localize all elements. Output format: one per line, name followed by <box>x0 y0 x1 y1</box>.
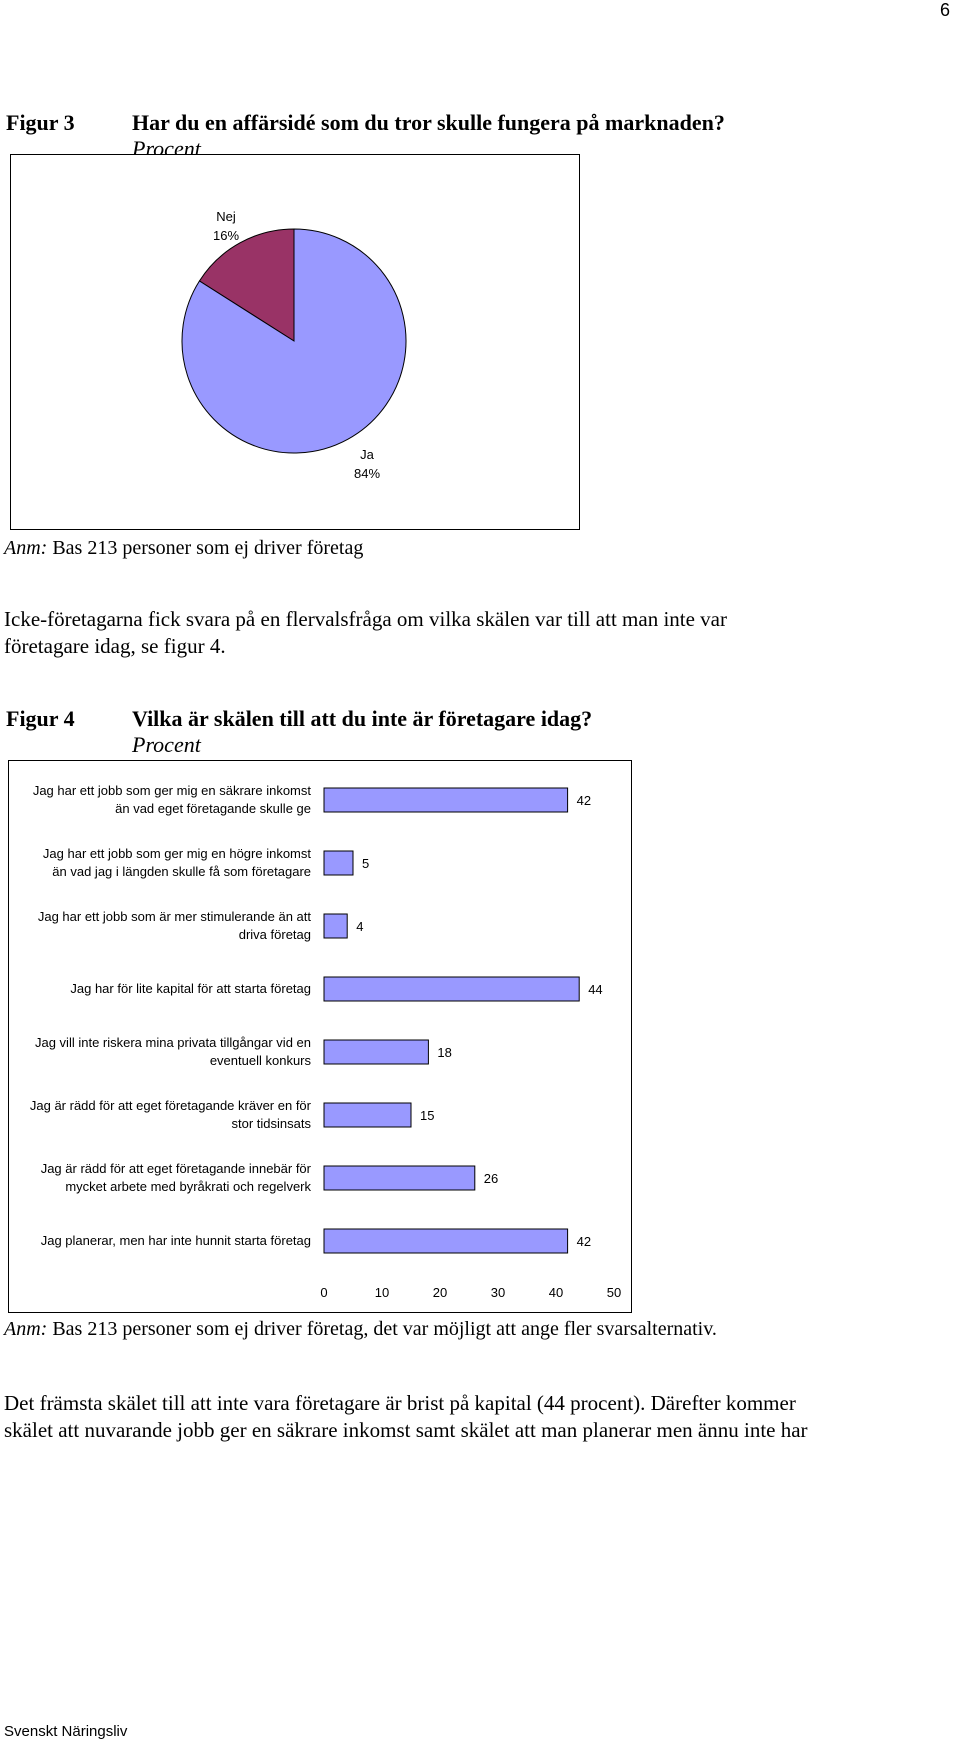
pie-label-nej-name: Nej <box>216 209 236 224</box>
pie-label-ja-value: 84% <box>353 466 381 481</box>
bar-value-label: 5 <box>362 856 369 871</box>
bar-category-label: Jag är rädd för att eget företagande krä… <box>30 1098 312 1131</box>
bar-category-label: Jag har för lite kapital för att starta … <box>70 981 311 996</box>
pie-slice-ja <box>181 228 407 454</box>
bar-category-label: Jag har ett jobb som ger mig en säkrare … <box>33 783 312 816</box>
bar <box>323 1102 412 1128</box>
x-tick-label: 40 <box>549 1285 563 1300</box>
bar <box>323 976 580 1002</box>
bar <box>323 1039 429 1065</box>
pie-chart <box>181 228 407 454</box>
pie-chart-frame: Nej 16% Ja 84% <box>10 154 580 530</box>
bar-category-label: Jag har ett jobb som är mer stimulerande… <box>38 909 312 942</box>
figure3-note-text: Bas 213 personer som ej driver företag <box>47 537 364 559</box>
bar <box>323 913 348 939</box>
bar-chart: Jag har ett jobb som ger mig en säkrare … <box>30 783 621 1300</box>
bar-category-label: Jag planerar, men har inte hunnit starta… <box>41 1233 311 1248</box>
pie-label-ja: Ja 84% <box>347 445 387 483</box>
x-tick-label: 30 <box>491 1285 505 1300</box>
bar-category-label: Jag har ett jobb som ger mig en högre in… <box>43 846 311 879</box>
bar <box>323 1165 476 1191</box>
bar <box>323 850 354 876</box>
figure3-title: Har du en affärsidé som du tror skulle f… <box>132 110 725 135</box>
figure3-note: Anm: Bas 213 personer som ej driver före… <box>4 537 363 560</box>
bar-chart-frame: Jag har ett jobb som ger mig en säkrare … <box>8 760 632 1313</box>
figure4-title: Vilka är skälen till att du inte är före… <box>132 706 593 731</box>
x-tick-label: 20 <box>433 1285 447 1300</box>
figure4-subtitle: Procent <box>132 732 201 757</box>
figure4-note: Anm: Bas 213 personer som ej driver före… <box>4 1318 717 1341</box>
bar-value-label: 18 <box>437 1045 451 1060</box>
x-tick-label: 50 <box>607 1285 621 1300</box>
paragraph-2: Det främsta skälet till att inte vara fö… <box>4 1391 808 1442</box>
figure3-note-prefix: Anm: <box>4 537 48 559</box>
pie-label-ja-name: Ja <box>360 447 374 462</box>
pie-slice-nej <box>198 228 295 342</box>
page-number: 6 <box>939 0 950 20</box>
x-tick-label: 0 <box>320 1285 327 1300</box>
footer-text: Svenskt Näringsliv <box>4 1723 128 1740</box>
bar <box>323 1228 569 1254</box>
paragraph-1: Icke-företagarna fick svara på en flerva… <box>4 607 727 658</box>
bar <box>323 787 569 813</box>
bar-value-label: 26 <box>484 1171 498 1186</box>
x-tick-label: 10 <box>375 1285 389 1300</box>
bar-value-label: 15 <box>420 1108 434 1123</box>
pie-label-nej-value: 16% <box>212 228 240 243</box>
figure3-label: Figur 3 <box>6 110 75 135</box>
figure4-label: Figur 4 <box>6 706 75 731</box>
bar-value-label: 42 <box>577 793 591 808</box>
bar-category-label: Jag vill inte riskera mina privata tillg… <box>35 1035 312 1068</box>
bar-value-label: 44 <box>588 982 602 997</box>
pie-label-nej: Nej 16% <box>206 207 246 245</box>
bar-category-label: Jag är rädd för att eget företagande inn… <box>41 1161 312 1194</box>
bar-value-label: 42 <box>577 1234 591 1249</box>
figure4-note-text: Bas 213 personer som ej driver företag, … <box>47 1318 717 1340</box>
figure4-note-prefix: Anm: <box>4 1318 48 1340</box>
bar-value-label: 4 <box>356 919 363 934</box>
